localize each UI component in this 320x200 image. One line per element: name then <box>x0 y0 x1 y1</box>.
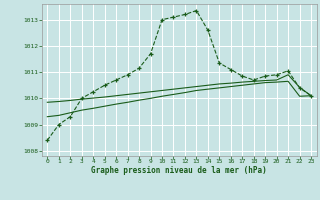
X-axis label: Graphe pression niveau de la mer (hPa): Graphe pression niveau de la mer (hPa) <box>91 166 267 175</box>
